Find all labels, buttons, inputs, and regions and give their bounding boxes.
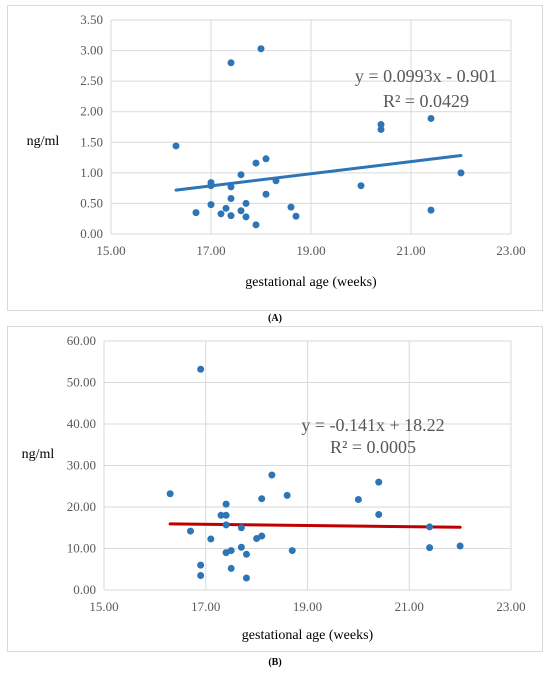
chart-a-data-point — [377, 125, 385, 133]
chart-a-data-point — [427, 114, 435, 122]
chart-b-data-point — [268, 471, 276, 479]
chart-b-panel: 0.00 10.00 20.00 30.00 40.00 50.00 60.00 15.00 1… — [7, 326, 543, 652]
chart-b-data-point — [222, 500, 230, 508]
chart-b-data-point — [288, 547, 296, 555]
chart-a-trendline — [174, 154, 463, 192]
chart-a-caption: (A) — [268, 313, 282, 324]
chart-a-x-tick-label: 21.00 — [396, 243, 425, 258]
chart-b-svg: 0.00 10.00 20.00 30.00 40.00 50.00 60.00 15.00 1… — [22, 333, 526, 643]
chart-b-y-tick-label: 0.00 — [73, 582, 96, 597]
chart-b-data-point — [375, 510, 383, 518]
chart-b-data-point — [283, 491, 291, 499]
chart-b-data-point — [222, 511, 230, 519]
chart-a-data-point — [262, 190, 270, 198]
chart-a-data-point — [457, 169, 465, 177]
chart-a-data-point — [207, 201, 215, 209]
chart-a-data-point — [357, 182, 365, 190]
chart-a-data-point — [377, 121, 385, 129]
chart-b-data-point — [426, 523, 434, 531]
chart-b-data-point — [375, 478, 383, 486]
chart-a-data-point — [227, 195, 235, 203]
chart-a-data-point — [222, 204, 230, 212]
chart-a-data-point — [237, 207, 245, 215]
chart-a-trend-equation: y = 0.0993x - 0.901 — [355, 66, 497, 86]
chart-a-data-point — [287, 203, 295, 211]
chart-b-data-point — [456, 542, 464, 550]
chart-a-y-tick-label: 3.50 — [80, 12, 103, 27]
chart-a-data-point — [262, 155, 270, 163]
chart-b-x-tick-label: 17.00 — [191, 599, 220, 614]
chart-b-data-point — [222, 521, 230, 529]
chart-a-x-tick-label: 15.00 — [96, 243, 125, 258]
chart-b-data-point — [426, 544, 434, 552]
chart-b-x-tick-label: 23.00 — [496, 599, 525, 614]
chart-a-data-point — [252, 221, 260, 229]
chart-a-data-point — [172, 142, 180, 150]
chart-a-data-point — [257, 45, 265, 53]
chart-a-x-tick-label: 19.00 — [296, 243, 325, 258]
chart-b-data-point — [217, 511, 225, 519]
chart-a-y-tick-label: 1.00 — [80, 165, 103, 180]
chart-a-data-point — [252, 159, 260, 167]
chart-b-caption: (B) — [268, 657, 282, 668]
chart-b-data-point — [237, 543, 245, 551]
chart-a-data-point — [227, 183, 235, 191]
chart-b-data-point — [197, 365, 205, 373]
chart-a-y-tick-label: 2.50 — [80, 73, 103, 88]
chart-a-y-tick-label: 2.00 — [80, 104, 103, 119]
chart-a-data-point — [242, 213, 250, 221]
chart-b-data-point — [166, 490, 174, 498]
chart-b-data-point — [237, 524, 245, 532]
chart-b-x-tick-label: 15.00 — [89, 599, 118, 614]
chart-b-y-tick-label: 30.00 — [67, 458, 96, 473]
chart-a-data-point — [242, 199, 250, 207]
chart-a-y-tick-label: 3.00 — [80, 43, 103, 58]
chart-b-data-point — [242, 550, 250, 558]
chart-a-y-tick-label: 1.50 — [80, 134, 103, 149]
chart-a-panel: 0.00 0.50 1.00 1.50 2.00 2.50 3.00 3.50 15.00 17.… — [7, 5, 543, 311]
chart-a-data-point — [207, 182, 215, 190]
chart-a-data-point — [227, 212, 235, 220]
chart-a-data-point — [237, 171, 245, 179]
chart-a-svg: 0.00 0.50 1.00 1.50 2.00 2.50 3.00 3.50 15.00 17.… — [27, 12, 526, 290]
chart-a-data-point — [292, 212, 300, 220]
chart-a-y-tick-label: 0.50 — [80, 195, 103, 210]
chart-b-data-point — [227, 547, 235, 555]
chart-a-data-point — [217, 210, 225, 218]
chart-b-data-point — [207, 535, 215, 543]
chart-b-y-tick-label: 50.00 — [67, 375, 96, 390]
chart-b-data-point — [197, 571, 205, 579]
chart-b-trendline — [168, 522, 462, 529]
chart-b-data-point — [197, 561, 205, 569]
chart-b-data-point — [258, 495, 266, 503]
chart-a-data-point — [272, 177, 280, 185]
chart-a-x-tick-label: 17.00 — [196, 243, 225, 258]
chart-a-data-point — [427, 206, 435, 214]
chart-b-y-tick-label: 10.00 — [67, 541, 96, 556]
chart-b-data-point — [354, 496, 362, 504]
chart-a-r-squared: R² = 0.0429 — [383, 91, 469, 111]
chart-b-y-tick-label: 60.00 — [67, 333, 96, 348]
chart-b-data-point — [186, 527, 194, 535]
chart-b-y-axis-title: ng/ml — [22, 447, 55, 462]
chart-b-y-tick-label: 20.00 — [67, 499, 96, 514]
chart-b-r-squared: R² = 0.0005 — [330, 437, 416, 457]
chart-b-x-axis-title: gestational age (weeks) — [242, 628, 374, 643]
chart-b-x-tick-label: 21.00 — [395, 599, 424, 614]
chart-a-y-axis-title: ng/ml — [27, 134, 60, 149]
chart-a-x-axis-title: gestational age (weeks) — [245, 275, 377, 290]
chart-a-x-tick-label: 23.00 — [496, 243, 525, 258]
chart-b-y-tick-label: 40.00 — [67, 416, 96, 431]
chart-a-y-tick-label: 0.00 — [80, 226, 103, 241]
chart-b-trend-equation: y = -0.141x + 18.22 — [301, 415, 444, 435]
chart-b-data-point — [242, 574, 250, 582]
chart-a-data-point — [227, 59, 235, 67]
chart-b-data-point — [227, 564, 235, 572]
chart-b-x-tick-label: 19.00 — [293, 599, 322, 614]
chart-b-data-point — [258, 532, 266, 540]
chart-a-data-point — [192, 209, 200, 217]
